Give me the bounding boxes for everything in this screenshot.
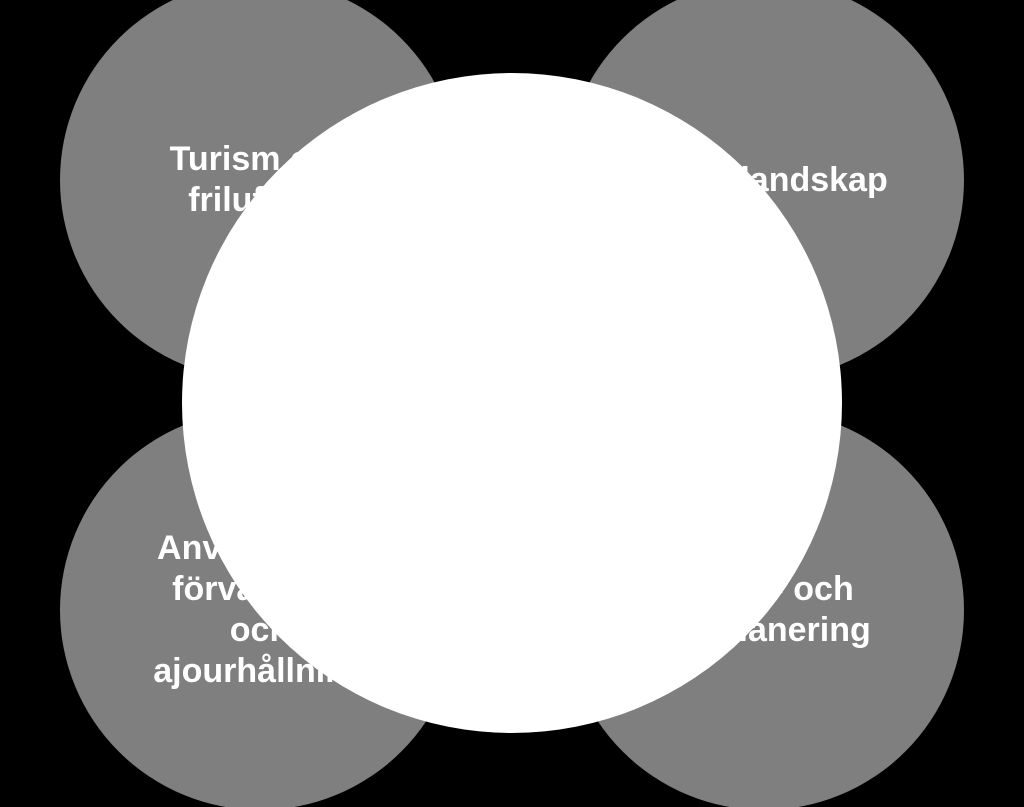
circle-center xyxy=(182,73,842,733)
diagram-stage: Turism ochfriluftsliv Kulturlandskap Anv… xyxy=(0,0,1024,807)
